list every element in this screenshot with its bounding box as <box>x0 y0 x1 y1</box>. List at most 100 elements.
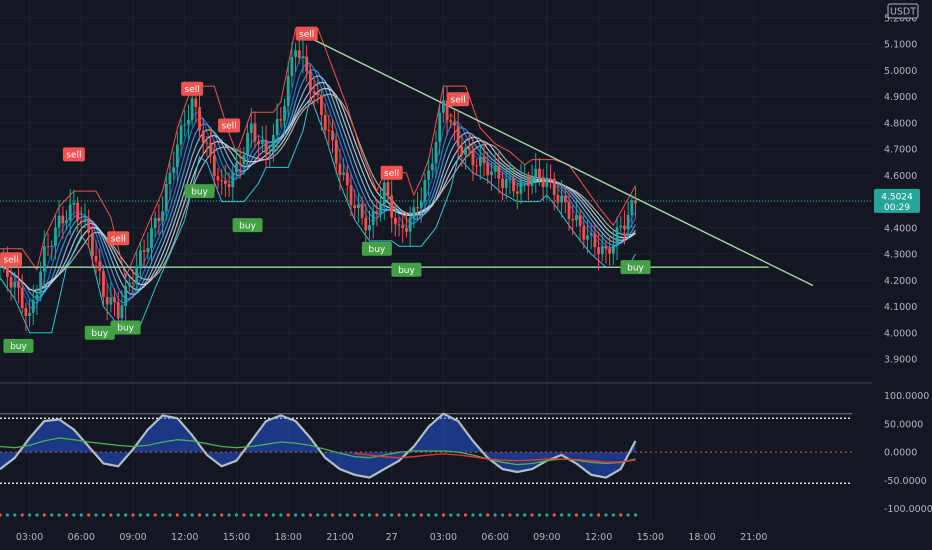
momentum-dot <box>375 513 379 517</box>
sell-signal[interactable]: sell <box>295 26 318 41</box>
oscillator-pane <box>0 412 852 517</box>
momentum-dot <box>279 513 283 517</box>
candle-body <box>20 287 24 309</box>
candle-body <box>371 210 375 226</box>
candle-body <box>260 140 264 145</box>
candle-body <box>68 204 72 221</box>
buy-signal[interactable]: buy <box>361 241 392 256</box>
buy-signal[interactable]: buy <box>391 262 422 277</box>
signal-badge <box>232 218 263 233</box>
oscillator-signal-line <box>0 437 636 466</box>
momentum-dot <box>249 513 253 517</box>
time-tick-label: 18:00 <box>275 532 302 543</box>
candle-body <box>283 106 286 121</box>
sell-signal[interactable]: sell <box>181 81 204 96</box>
candle-body <box>83 218 87 223</box>
momentum-dot <box>323 513 327 517</box>
oscillator-area <box>0 413 636 478</box>
sell-signal[interactable]: sell <box>107 231 130 246</box>
time-tick-label: 15:00 <box>223 532 250 543</box>
candle-body <box>475 165 479 167</box>
price-tick-label: 4.6000 <box>884 171 917 182</box>
candle-body <box>275 119 279 135</box>
momentum-dot <box>619 513 623 517</box>
buy-signal[interactable]: buy <box>110 320 141 335</box>
momentum-dot <box>360 513 364 517</box>
candle-body <box>412 207 416 218</box>
bar-countdown: 00:29 <box>884 203 910 213</box>
candle-body <box>5 261 9 278</box>
signal-label: sell <box>384 169 399 179</box>
price-tick-label: 5.0000 <box>884 66 917 77</box>
momentum-dot <box>13 513 17 517</box>
candle-body <box>342 172 346 176</box>
signal-label: sell <box>185 85 200 95</box>
signal-labels[interactable]: sell buy sell buy sell buy sell buy sell buy sell s… <box>0 26 651 353</box>
candle-body <box>438 112 442 143</box>
buy-signal[interactable]: buy <box>184 184 215 199</box>
time-axis[interactable]: 03:00 06:00 09:00 12:00 15:00 18:00 21:00 27 03:… <box>16 532 768 543</box>
momentum-dot <box>175 513 179 517</box>
sell-signal[interactable]: sell <box>218 118 241 133</box>
candle-body <box>253 123 257 142</box>
candle-body <box>153 217 157 229</box>
momentum-dot <box>301 513 305 517</box>
momentum-dot <box>116 513 120 517</box>
candle-body <box>257 141 261 145</box>
candle-body <box>279 119 283 121</box>
candle-body <box>268 153 272 155</box>
oscillator-axis[interactable]: 100.0000 50.0000 0.0000 -50.0000 -100.0000 <box>884 391 932 515</box>
resistance-line <box>0 27 636 280</box>
sell-signal[interactable]: sell <box>0 252 23 267</box>
momentum-dot <box>220 513 224 517</box>
buy-signal[interactable]: buy <box>232 218 263 233</box>
oscillator-tick-label: -50.0000 <box>884 476 927 487</box>
signal-label: buy <box>239 221 256 231</box>
candle-body <box>297 50 301 58</box>
candle-body <box>405 228 408 232</box>
candle-body <box>94 255 98 262</box>
candle-body <box>523 178 527 180</box>
buy-signal[interactable]: buy <box>84 325 115 340</box>
candle-body <box>13 281 17 288</box>
candle-body <box>168 172 172 185</box>
sell-signal[interactable]: sell <box>380 165 403 180</box>
candle-body <box>190 98 194 120</box>
price-tick-label: 4.3000 <box>884 250 917 261</box>
candle-body <box>364 218 368 231</box>
candle-body <box>357 204 360 209</box>
candle-body <box>338 163 342 176</box>
candle-body <box>538 168 541 179</box>
candle-body <box>430 163 434 171</box>
sell-signal[interactable]: sell <box>62 147 85 162</box>
momentum-dot <box>79 513 83 517</box>
candle-body <box>501 178 504 189</box>
momentum-dot <box>101 513 106 517</box>
candle-body <box>305 56 309 72</box>
signal-badge <box>447 92 470 107</box>
momentum-dot <box>419 513 423 517</box>
candle-body <box>349 185 353 206</box>
oscillator-tick-label: 0.0000 <box>884 448 917 459</box>
candle-body <box>198 107 201 131</box>
signal-badge <box>620 260 651 275</box>
momentum-dot <box>257 513 261 517</box>
buy-signal[interactable]: buy <box>620 260 651 275</box>
sell-signal[interactable]: sell <box>447 92 470 107</box>
momentum-dot <box>449 513 453 517</box>
currency-label: USDT <box>890 7 916 18</box>
candle-body <box>320 95 323 115</box>
momentum-dot <box>72 513 76 517</box>
candle-body <box>449 120 453 123</box>
buy-signal[interactable]: buy <box>3 338 34 353</box>
candle-body <box>593 233 597 248</box>
candle-body <box>131 282 135 284</box>
momentum-dot <box>345 513 349 517</box>
candle-body <box>109 297 113 305</box>
candle-body <box>582 226 586 240</box>
candle-body <box>526 178 530 186</box>
momentum-dot <box>537 513 542 517</box>
candle-body <box>249 123 253 133</box>
signal-badge <box>84 325 115 340</box>
